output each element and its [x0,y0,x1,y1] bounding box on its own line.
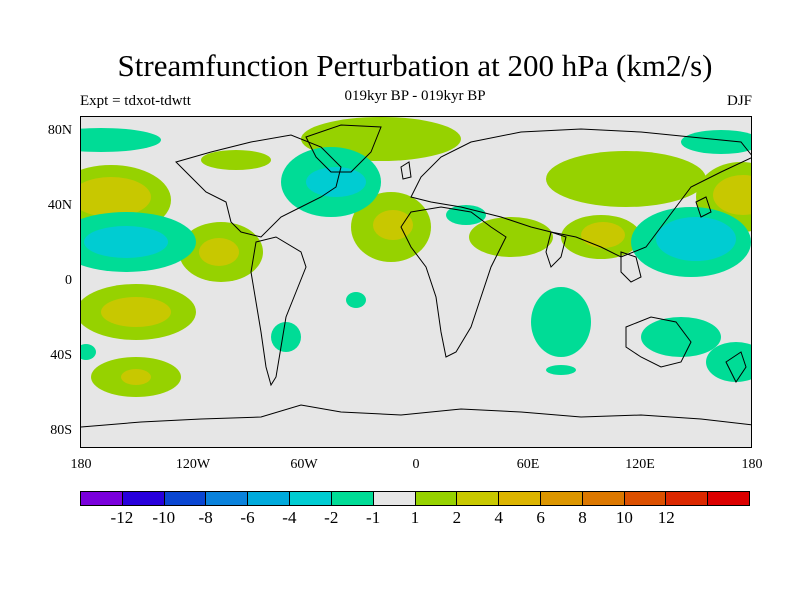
india-coast [545,231,567,268]
colorbar-swatch [331,492,374,505]
anomaly-contour [531,287,591,357]
colorbar-label: 1 [410,508,420,527]
anomaly-contour [306,167,366,197]
anomaly-contour [346,292,366,308]
colorbar-swatch [373,492,416,505]
lon-label: 0 [412,457,420,472]
map-plot-area [80,116,752,448]
europe-asia-coast [410,128,751,258]
greenland-coast [305,124,382,173]
map-svg [81,117,751,428]
lon-label: 120E [625,457,655,472]
colorbar-swatch [248,492,291,505]
colorbar-swatch [290,492,332,505]
colorbar-swatch [164,492,207,505]
australia-coast [625,316,692,368]
lat-label: 40S [50,348,72,363]
lon-label: 120W [175,457,211,472]
lat-label: 80S [50,423,72,438]
colorbar-label: 6 [536,508,545,527]
japan-coast [695,196,712,218]
anomaly-contour [199,238,239,266]
season-label: DJF [726,93,752,109]
anomaly-contour [681,130,751,154]
plot-title: Streamfunction Perturbation at 200 hPa (… [117,48,713,83]
plot-subtitle: 019kyr BP - 019kyr BP [344,88,486,104]
lon-label: 60E [516,457,540,472]
anomaly-contour [271,322,301,352]
anomaly-contour [84,226,168,258]
lat-label: 80N [47,123,72,138]
anomaly-contour [641,317,721,357]
anomaly-contour [121,369,151,385]
lon-label: 180 [70,457,92,472]
anomaly-contour [713,175,751,215]
uk-coast [400,161,412,180]
anomaly-contour [469,217,553,257]
antarctica-coast [81,404,751,428]
coastlines [81,124,751,428]
colorbar-swatch [415,492,458,505]
colorbar-label: -2 [324,508,339,527]
anomaly-contour [546,151,706,207]
colorbar-label: 8 [578,508,587,527]
colorbar-label: -12 [110,508,134,527]
anomaly-contour [101,297,171,327]
south-america-coast [250,236,307,387]
anomaly-contour [656,217,736,261]
colorbar-swatch [499,492,541,505]
anomaly-contour [546,365,576,375]
southeast-asia-coast [620,251,642,283]
colorbar-label: -10 [152,508,176,527]
colorbar-label: 2 [452,508,462,527]
colorbar-label: -8 [198,508,213,527]
colorbar-swatch [624,492,667,505]
colorbar-label: 10 [615,508,633,527]
anomaly-contour [373,210,413,240]
colorbar-swatch [81,492,123,505]
lat-label: 0 [65,273,72,288]
anomaly-contour [81,128,161,152]
negative-anomaly-layer [81,128,751,382]
colorbar-swatch [666,492,709,505]
colorbar-label: -4 [282,508,297,527]
africa-coast [400,206,507,358]
colorbar-label: -1 [366,508,381,527]
colorbar-swatch [540,492,583,505]
colorbar-swatch [457,492,500,505]
anomaly-contour [201,150,271,170]
lon-label: 180 [741,457,763,472]
anomaly-contour [581,222,625,248]
lon-label: 60W [290,457,318,472]
colorbar-swatch [206,492,249,505]
colorbar-swatch [122,492,165,505]
colorbar-swatch [582,492,625,505]
anomaly-contour [81,344,96,360]
colorbar-label: 12 [657,508,675,527]
anomaly-contour [706,342,751,382]
north-america-coast [175,134,342,238]
colorbar-swatch [708,492,749,505]
colorbar [80,491,750,506]
colorbar-label: 4 [494,508,504,527]
new-zealand-coast [725,351,747,383]
lat-label: 40N [47,198,72,213]
experiment-label: Expt = tdxot-tdwtt [80,93,191,109]
anomaly-contour [81,177,151,217]
colorbar-label: -6 [240,508,255,527]
